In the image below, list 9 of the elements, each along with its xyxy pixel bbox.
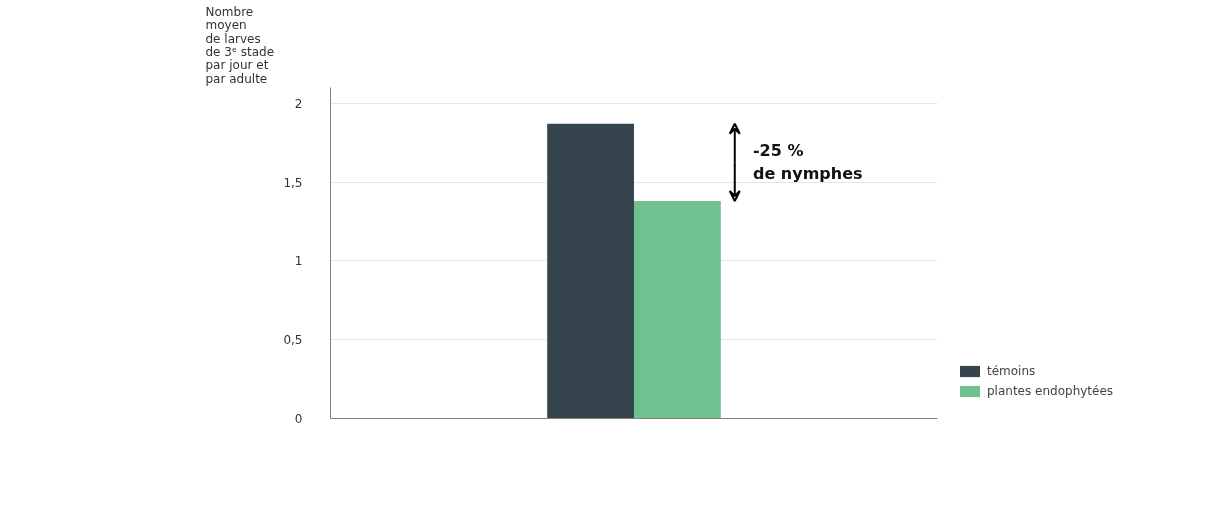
y-axis-title: Nombre moyen de larves de 3ᵉ stade par jour et par adulte <box>205 5 275 86</box>
legend-label: témoins <box>987 364 1036 378</box>
legend-label: plantes endophytées <box>987 384 1114 398</box>
y-tick-label: 0 <box>294 412 303 426</box>
y-tick-label: 2 <box>294 96 303 111</box>
y-tick-label: 1 <box>294 254 303 269</box>
y-tick-label: 0,5 <box>283 333 303 348</box>
y-tick-label: 1,5 <box>283 175 303 190</box>
annotation: -25 % de nymphes <box>752 141 863 184</box>
